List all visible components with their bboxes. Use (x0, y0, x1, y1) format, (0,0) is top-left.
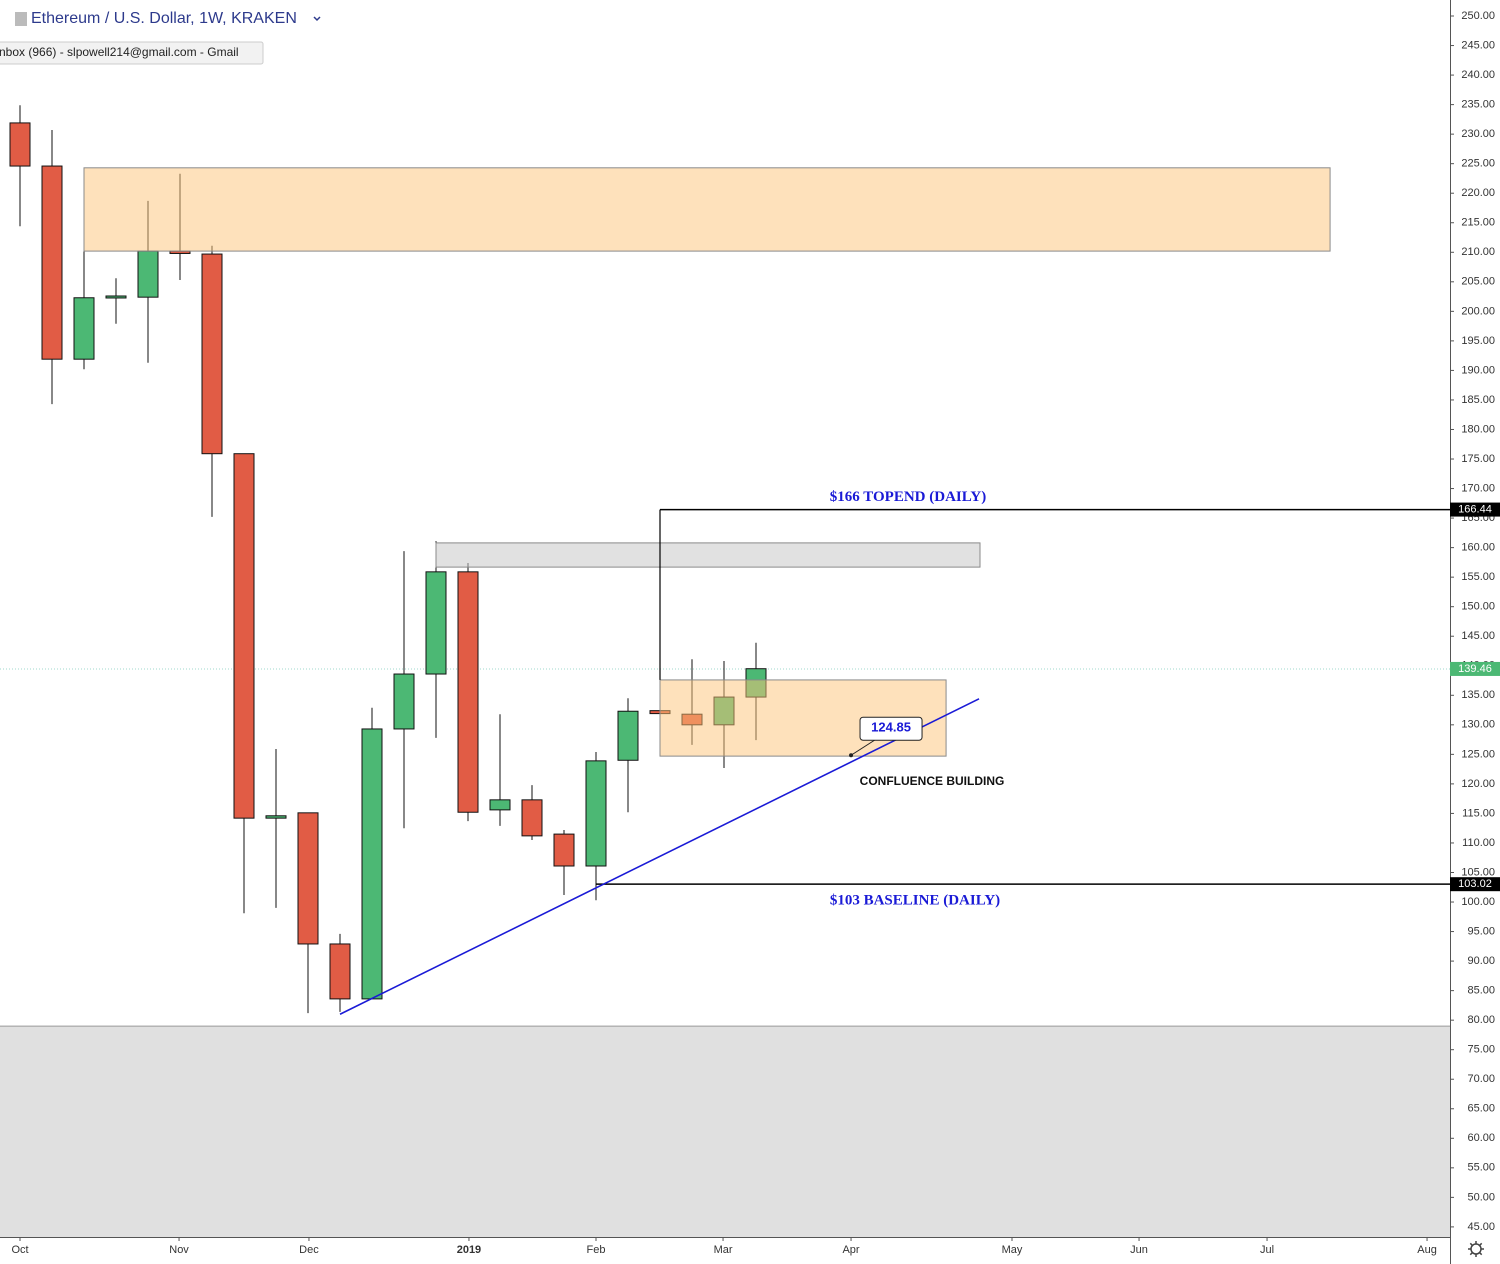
candle-body (553, 833, 575, 867)
y-tick-label: 245.00 (1461, 39, 1495, 51)
y-tick-label: 95.00 (1467, 925, 1495, 937)
candle-body (393, 673, 415, 730)
y-tick-label: 215.00 (1461, 217, 1495, 229)
y-tick-label: 195.00 (1461, 335, 1495, 347)
y-tick-label: 115.00 (1462, 807, 1495, 819)
y-tick-label: 60.00 (1467, 1132, 1495, 1144)
candle-body (585, 760, 607, 867)
candle-body (617, 710, 639, 761)
annotation-text: CONFLUENCE BUILDING (860, 774, 1005, 788)
x-tick-label: 2019 (457, 1244, 481, 1256)
candle-body (297, 812, 319, 945)
y-tick-label: 160.00 (1461, 542, 1495, 554)
candle-body (361, 728, 383, 1000)
y-tick-label: 50.00 (1467, 1191, 1495, 1203)
y-tick-label: 250.00 (1461, 10, 1495, 22)
zone (0, 1026, 1450, 1237)
y-tick-label: 240.00 (1461, 69, 1495, 81)
symbol-icon (15, 12, 27, 26)
callout-point (849, 753, 854, 758)
x-tick-label: Dec (299, 1244, 319, 1256)
candle-body (457, 571, 479, 813)
y-tick-label: 45.00 (1467, 1221, 1495, 1233)
x-tick-label: Aug (1417, 1244, 1437, 1256)
callout-text: 124.85 (871, 720, 911, 735)
x-tick-label: Mar (714, 1244, 733, 1256)
zone (83, 167, 1331, 252)
callout-pointer (850, 738, 877, 756)
y-tick-label: 105.00 (1461, 866, 1495, 878)
y-tick-label: 65.00 (1467, 1103, 1495, 1115)
x-tick-label: May (1002, 1244, 1023, 1256)
y-tick-label: 235.00 (1461, 99, 1495, 111)
y-tick-label: 75.00 (1467, 1044, 1495, 1056)
title-dropdown[interactable] (313, 16, 321, 22)
level-price-label: 166.44 (1458, 503, 1492, 515)
y-tick-label: 150.00 (1461, 601, 1495, 613)
x-tick-label: Oct (11, 1244, 28, 1256)
y-tick-label: 130.00 (1461, 719, 1495, 731)
chart-title[interactable]: Ethereum / U.S. Dollar, 1W, KRAKEN (31, 10, 297, 27)
y-tick-label: 90.00 (1467, 955, 1495, 967)
y-tick-label: 80.00 (1467, 1014, 1495, 1026)
y-tick-label: 110.00 (1462, 837, 1495, 849)
x-tick-label: Nov (169, 1244, 189, 1256)
candle-body (265, 815, 287, 819)
x-tick-label: Feb (587, 1244, 606, 1256)
callout-box (859, 716, 923, 741)
zone (435, 542, 981, 568)
level-price-bg (1450, 502, 1500, 517)
y-tick-label: 225.00 (1461, 158, 1495, 170)
candle-body (329, 943, 351, 1000)
y-tick-label: 210.00 (1461, 246, 1495, 258)
last-price-label: 139.46 (1458, 663, 1492, 675)
last-price-bg (1450, 661, 1500, 676)
candle-body (41, 165, 63, 360)
candle-body (105, 295, 127, 299)
x-tick-label: Apr (842, 1244, 859, 1256)
level-price-label: 103.02 (1458, 878, 1492, 890)
level-price-bg (1450, 877, 1500, 892)
y-tick-label: 175.00 (1461, 453, 1495, 465)
y-tick-label: 205.00 (1461, 276, 1495, 288)
tooltip-box (0, 41, 264, 65)
y-tick-label: 180.00 (1461, 423, 1495, 435)
y-tick-label: 170.00 (1461, 482, 1495, 494)
y-tick-label: 85.00 (1467, 985, 1495, 997)
y-tick-label: 230.00 (1461, 128, 1495, 140)
x-tick-label: Jul (1260, 1244, 1274, 1256)
y-tick-label: 155.00 (1461, 571, 1495, 583)
y-tick-label: 70.00 (1467, 1073, 1495, 1085)
level-text: $103 BASELINE (DAILY) (830, 893, 1000, 909)
y-tick-label: 220.00 (1461, 187, 1495, 199)
tooltip-text: nbox (966) - slpowell214@gmail.com - Gma… (0, 45, 239, 59)
y-tick-label: 125.00 (1461, 748, 1495, 760)
candle-body (425, 571, 447, 675)
candle-body (9, 122, 31, 167)
candle-body (233, 453, 255, 819)
y-tick-label: 120.00 (1461, 778, 1495, 790)
trendline (339, 698, 980, 1015)
y-tick-label: 55.00 (1467, 1162, 1495, 1174)
x-tick-label: Jun (1130, 1244, 1148, 1256)
candle-body (201, 253, 223, 455)
y-tick-label: 145.00 (1461, 630, 1495, 642)
candle-body (137, 250, 159, 298)
y-tick-label: 200.00 (1461, 305, 1495, 317)
candle-body (489, 799, 511, 811)
y-tick-label: 185.00 (1461, 394, 1495, 406)
candle-body (73, 297, 95, 360)
level-text: $166 TOPEND (DAILY) (830, 489, 986, 505)
y-tick-label: 190.00 (1461, 364, 1495, 376)
plot (0, 105, 1450, 1237)
y-tick-label: 135.00 (1461, 689, 1495, 701)
y-tick-label: 100.00 (1461, 896, 1495, 908)
settings-gear[interactable] (1468, 1241, 1484, 1257)
candle-body (521, 799, 543, 837)
